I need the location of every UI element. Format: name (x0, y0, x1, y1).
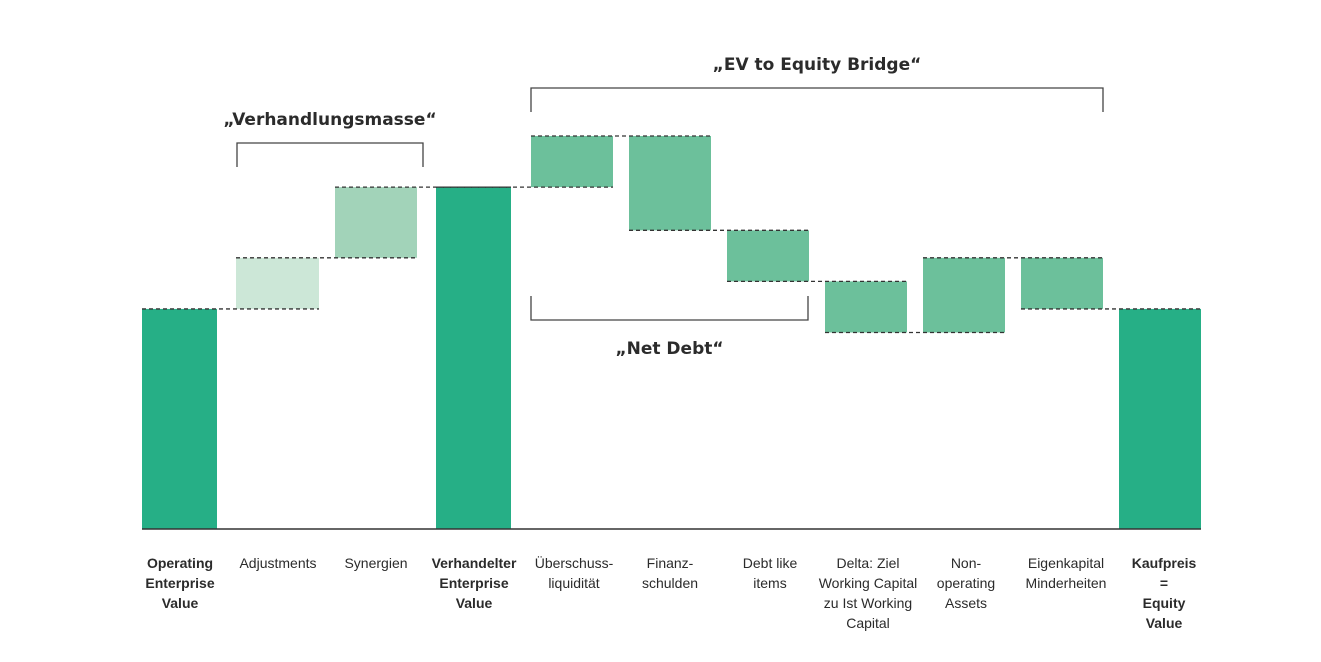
category-label-line: Verhandelter (432, 555, 517, 571)
category-label-1: Operating Enterprise Value (145, 555, 214, 611)
category-label-line: schulden (642, 575, 698, 591)
category-label-line: Assets (945, 595, 987, 611)
category-label-6: Finanz-schulden (642, 555, 698, 591)
bracket-1 (530, 87, 1104, 112)
category-label-line: Working Capital (819, 575, 918, 591)
category-label-line: Finanz- (647, 555, 694, 571)
waterfall-bar-5 (531, 136, 613, 188)
category-label-5: Überschuss-liquidität (535, 554, 614, 591)
category-label-11: Kaufpreis = Equity Value (1132, 555, 1197, 631)
bracket-label-1: „EV to Equity Bridge“ (713, 55, 922, 75)
category-label-line: Überschuss- (535, 554, 614, 571)
waterfall-bar-7 (727, 230, 809, 282)
waterfall-bar-1 (142, 308, 217, 529)
category-label-line: Capital (846, 615, 890, 631)
category-label-line: Adjustments (239, 555, 316, 571)
category-label-line: Enterprise (439, 575, 508, 591)
bracket-2 (236, 142, 424, 167)
category-label-line: Value (1146, 615, 1183, 631)
category-label-line: Minderheiten (1026, 575, 1107, 591)
category-label-4: Verhandelter Enterprise Value (432, 555, 517, 611)
category-label-9: Non-operating Assets (937, 555, 995, 611)
bracket-label-3: „Net Debt“ (615, 339, 723, 359)
waterfall-bar-6 (629, 136, 711, 231)
category-label-line: Equity (1143, 595, 1186, 611)
category-label-line: Eigenkapital (1028, 555, 1104, 571)
category-label-line: liquidität (548, 575, 599, 591)
category-label-3: Synergien (344, 555, 407, 571)
waterfall-bar-3 (335, 187, 417, 258)
waterfall-bar-8 (825, 281, 907, 333)
waterfall-bar-9 (923, 257, 1005, 333)
bracket-label-2: „Verhandlungsmasse“ (223, 110, 436, 130)
bracket-3 (530, 296, 809, 321)
category-label-line: Non- (951, 555, 982, 571)
category-label-7: Debt like items (743, 555, 798, 591)
category-label-line: Debt like (743, 555, 798, 571)
category-label-line: Synergien (344, 555, 407, 571)
category-label-line: Operating (147, 555, 213, 571)
waterfall-bar-10 (1021, 257, 1103, 309)
category-label-line: items (753, 575, 786, 591)
category-label-10: Eigenkapital Minderheiten (1026, 555, 1107, 591)
category-label-line: operating (937, 575, 995, 591)
category-label-line: Value (456, 595, 493, 611)
category-label-line: zu Ist Working (824, 595, 912, 611)
waterfall-bar-11 (1119, 308, 1201, 529)
category-label-line: Value (162, 595, 199, 611)
category-label-line: Kaufpreis (1132, 555, 1197, 571)
category-label-line: Enterprise (145, 575, 214, 591)
waterfall-bar-2 (236, 257, 319, 309)
category-label-2: Adjustments (239, 555, 316, 571)
category-label-8: Delta: Ziel Working Capital zu Ist Working… (819, 555, 918, 631)
category-label-line: Delta: Ziel (836, 555, 899, 571)
waterfall-bar-4 (436, 187, 511, 529)
category-label-line: = (1160, 575, 1168, 591)
